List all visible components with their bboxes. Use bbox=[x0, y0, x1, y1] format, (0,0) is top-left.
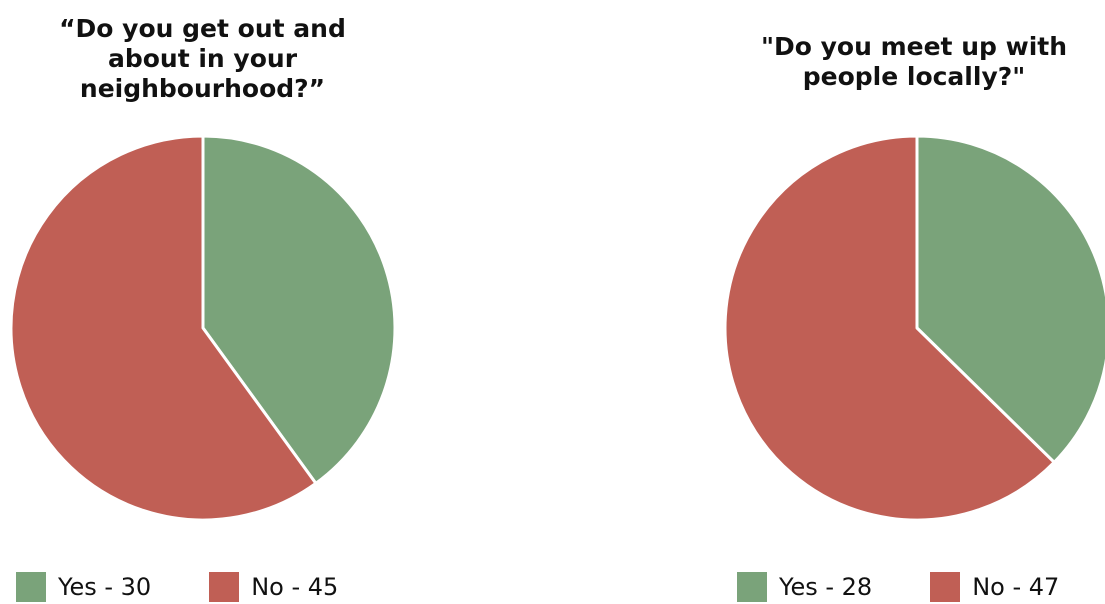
chart-title: “Do you get out and about in your neighb… bbox=[59, 14, 346, 103]
pie-slice-yes bbox=[201, 134, 397, 485]
pie-slice-no bbox=[723, 134, 1056, 522]
legend-item-no: No - 47 bbox=[930, 572, 1059, 602]
legend-swatch-no bbox=[209, 572, 240, 602]
legend: Yes - 28 No - 47 bbox=[737, 570, 1059, 604]
legend-label-yes: Yes - 30 bbox=[58, 573, 152, 601]
chart-panel-neighbourhood: “Do you get out and about in your neighb… bbox=[0, 0, 420, 603]
pie-chart bbox=[9, 134, 397, 522]
legend-label-no: No - 45 bbox=[251, 573, 339, 601]
legend-swatch-yes bbox=[16, 572, 46, 602]
pie-slice-yes bbox=[915, 134, 1105, 464]
legend-item-no: No - 45 bbox=[209, 572, 338, 602]
legend-item-yes: Yes - 28 bbox=[737, 572, 872, 602]
legend-label-yes: Yes - 28 bbox=[779, 573, 873, 601]
pie-slice-no bbox=[9, 134, 318, 522]
pie-chart bbox=[723, 134, 1105, 522]
chart-panel-meet-up: "Do you meet up with people locally?" Ye… bbox=[714, 0, 1105, 603]
legend-swatch-yes bbox=[737, 572, 767, 602]
legend-item-yes: Yes - 30 bbox=[16, 572, 151, 602]
legend-label-no: No - 47 bbox=[972, 573, 1060, 601]
legend-swatch-no bbox=[930, 572, 961, 602]
chart-title: "Do you meet up with people locally?" bbox=[760, 32, 1068, 91]
legend: Yes - 30 No - 45 bbox=[16, 570, 338, 604]
